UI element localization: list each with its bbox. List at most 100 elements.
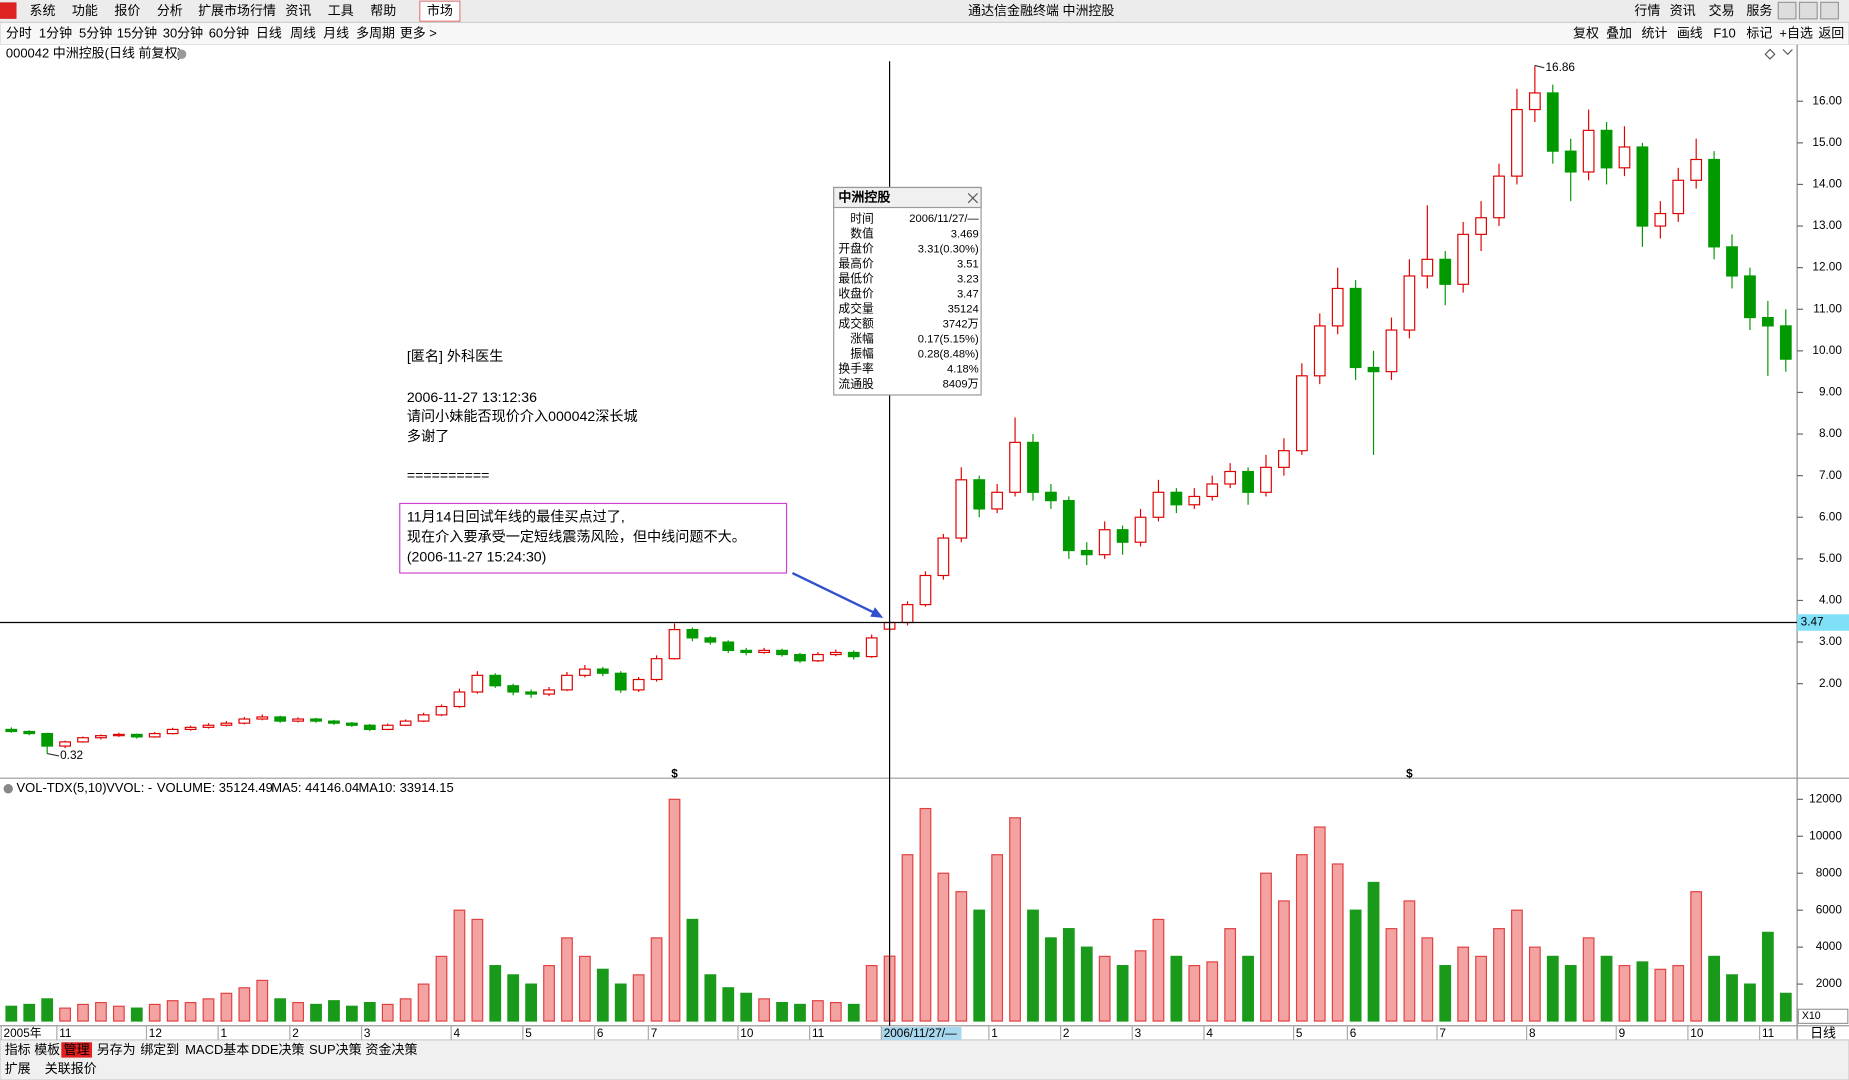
volume-bar [1224, 928, 1237, 1022]
period-button[interactable]: 更多 > [400, 26, 437, 41]
period-button[interactable]: 30分钟 [163, 26, 203, 41]
volume-bar [77, 1003, 89, 1022]
candle-body [1295, 375, 1308, 452]
menu-item[interactable]: 分析 [157, 3, 183, 18]
tool-button[interactable]: 叠加 [1606, 26, 1632, 41]
candle-body [507, 685, 520, 693]
candle-body [865, 637, 878, 658]
period-button[interactable]: 日线 [256, 26, 282, 41]
period-button[interactable]: 15分钟 [117, 26, 157, 41]
volume-bar [363, 1001, 376, 1022]
candle-body [578, 668, 591, 676]
tab[interactable]: 关联报价 [45, 1061, 97, 1076]
tab[interactable]: SUP决策 [309, 1042, 362, 1057]
y-tick-label: 15.00 [1812, 136, 1842, 149]
window-button[interactable] [1820, 1, 1839, 20]
popup-row-label: 成交量 [838, 302, 874, 316]
tab[interactable]: DDE决策 [251, 1042, 304, 1057]
tool-button[interactable]: 画线 [1677, 26, 1703, 41]
popup-row-label: 数值 [850, 226, 874, 240]
tab[interactable]: 指标 [5, 1042, 31, 1057]
volume-bar [1421, 937, 1434, 1022]
menu-item[interactable]: 工具 [328, 3, 354, 18]
date-label: 3 [364, 1027, 371, 1040]
tool-button[interactable]: 返回 [1818, 26, 1844, 41]
tab[interactable]: 另存为 [97, 1042, 136, 1057]
candle-body [991, 491, 1004, 510]
candle-body [776, 649, 788, 656]
volume-bar [525, 983, 538, 1022]
active-tab[interactable] [61, 1042, 92, 1058]
volume-bar [1242, 955, 1254, 1022]
volume-bar [184, 1001, 197, 1022]
market-label[interactable]: 市场 [427, 3, 453, 18]
candle-body [1152, 491, 1165, 518]
menu-right-item[interactable]: 资讯 [1670, 3, 1696, 18]
popup-close[interactable] [967, 192, 978, 204]
popup-row-label: 换手率 [838, 362, 874, 376]
volume-bar [1080, 946, 1093, 1022]
candle-body [59, 741, 71, 747]
candle-body [77, 737, 89, 743]
window-button[interactable] [1798, 1, 1818, 20]
volume-bar [596, 968, 609, 1022]
tab[interactable]: 管理 [64, 1042, 90, 1057]
candle-body [919, 574, 932, 606]
tab[interactable]: MACD基本 [185, 1042, 249, 1057]
volume-bar [668, 798, 681, 1022]
tool-button[interactable]: 复权 [1573, 26, 1599, 41]
volume-bar [1761, 931, 1774, 1022]
candle-body [596, 668, 609, 674]
menu-item[interactable]: 报价 [114, 3, 140, 18]
candle-body [166, 728, 179, 735]
candle-body [1170, 491, 1183, 506]
volume-bar [776, 1001, 788, 1022]
arrow-head [870, 607, 884, 618]
tab[interactable]: 扩展 [5, 1061, 31, 1076]
annotation-text: [匿名] 外科医生 [407, 348, 504, 364]
date-label: 6 [1350, 1027, 1357, 1040]
period-button[interactable]: 5分钟 [79, 26, 112, 41]
volume-bar [489, 965, 502, 1022]
volume-bar [1708, 955, 1720, 1022]
period-button[interactable]: 多周期 [356, 26, 395, 41]
popup-title: 中洲控股 [838, 190, 890, 205]
multiplier-label: X10 [1802, 1010, 1821, 1022]
period-button[interactable]: 分时 [6, 26, 32, 41]
tool-button[interactable]: F10 [1713, 26, 1735, 41]
menu-right-item[interactable]: 交易 [1709, 3, 1735, 18]
tab[interactable]: 绑定到 [140, 1042, 179, 1057]
volume-legend: VOLUME: 35124.49 [157, 780, 273, 795]
candle-body [704, 637, 717, 643]
menu-item[interactable]: 帮助 [370, 3, 396, 18]
date-label: 3 [1135, 1027, 1142, 1040]
tool-button[interactable]: 统计 [1641, 26, 1667, 41]
period-button[interactable]: 1分钟 [39, 26, 72, 41]
tool-button[interactable]: 标记 [1746, 26, 1772, 41]
period-button[interactable]: 月线 [323, 26, 349, 41]
tab[interactable]: 模板 [34, 1042, 60, 1057]
menu-item[interactable]: 功能 [72, 3, 98, 18]
candle-body [1672, 179, 1685, 215]
menu-item[interactable]: 扩展市场行情 [198, 3, 276, 18]
menu-right-item[interactable]: 服务 [1746, 3, 1772, 18]
market-button[interactable] [419, 0, 461, 22]
period-button[interactable]: 60分钟 [209, 26, 249, 41]
max-pointer [1534, 64, 1545, 69]
reply-text: 现在介入要承受一定短线震荡风险，但中线问题不大。 [407, 528, 746, 544]
period-button[interactable]: 周线 [290, 26, 316, 41]
volume-bar [59, 1007, 71, 1022]
menu-item[interactable]: 资讯 [285, 3, 311, 18]
popup-row-value: 0.17(5.15%) [918, 334, 979, 346]
volume-bar [1152, 918, 1165, 1022]
tab[interactable]: 资金决策 [366, 1042, 418, 1057]
menu-right-item[interactable]: 行情 [1634, 3, 1660, 18]
volume-bar [1170, 955, 1183, 1022]
window-button[interactable] [1777, 1, 1797, 20]
candle-body [561, 674, 573, 691]
candle-body [1457, 233, 1470, 285]
popup-row-label: 流通股 [838, 377, 874, 391]
menu-item[interactable]: 系统 [29, 3, 55, 18]
candle-body [41, 732, 54, 747]
tool-button[interactable]: +自选 [1779, 26, 1813, 41]
